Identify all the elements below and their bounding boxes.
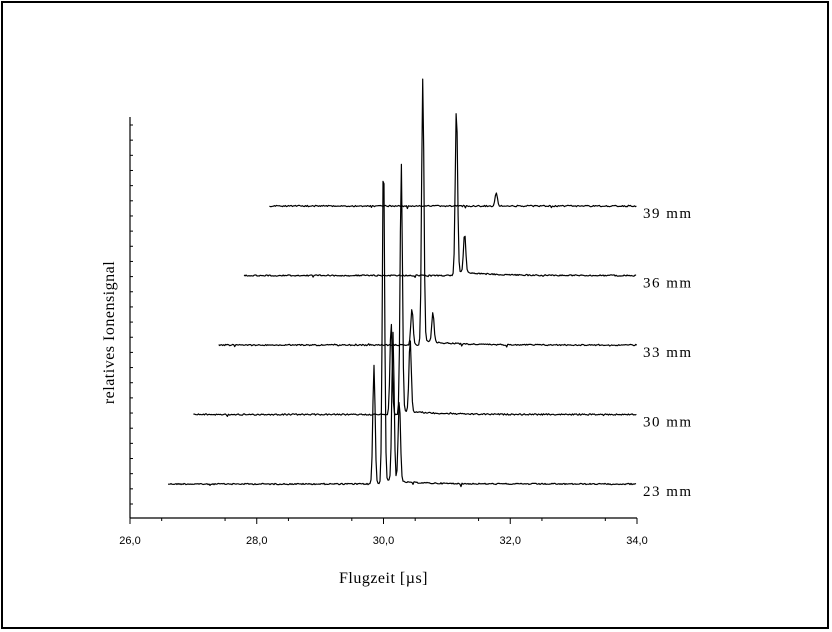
x-tick-label: 32,0 [500, 535, 521, 547]
y-axis-title: relatives Ionensignal [101, 261, 118, 404]
series-line-30-mm [193, 163, 637, 417]
series-label: 36 mm [643, 276, 693, 292]
x-tick-label: 30,0 [373, 535, 394, 547]
x-tick-label: 26,0 [119, 535, 140, 547]
series-line-33-mm [218, 78, 638, 348]
series-label: 39 mm [643, 206, 693, 222]
x-axis-title: Flugzeit [µs] [339, 570, 428, 587]
series-line-23-mm [168, 180, 637, 488]
series-line-39-mm [269, 192, 637, 210]
x-tick-label: 34,0 [626, 535, 647, 547]
series-label: 33 mm [643, 345, 693, 361]
x-tick-label: 28,0 [246, 535, 267, 547]
series-label: 30 mm [643, 415, 693, 431]
chart-svg: 26,0 28,0 30,0 32,0 34,0 Flugzeit [µs] relativ… [101, 78, 693, 587]
series-line-36-mm [243, 113, 637, 278]
series-label: 23 mm [643, 484, 693, 500]
